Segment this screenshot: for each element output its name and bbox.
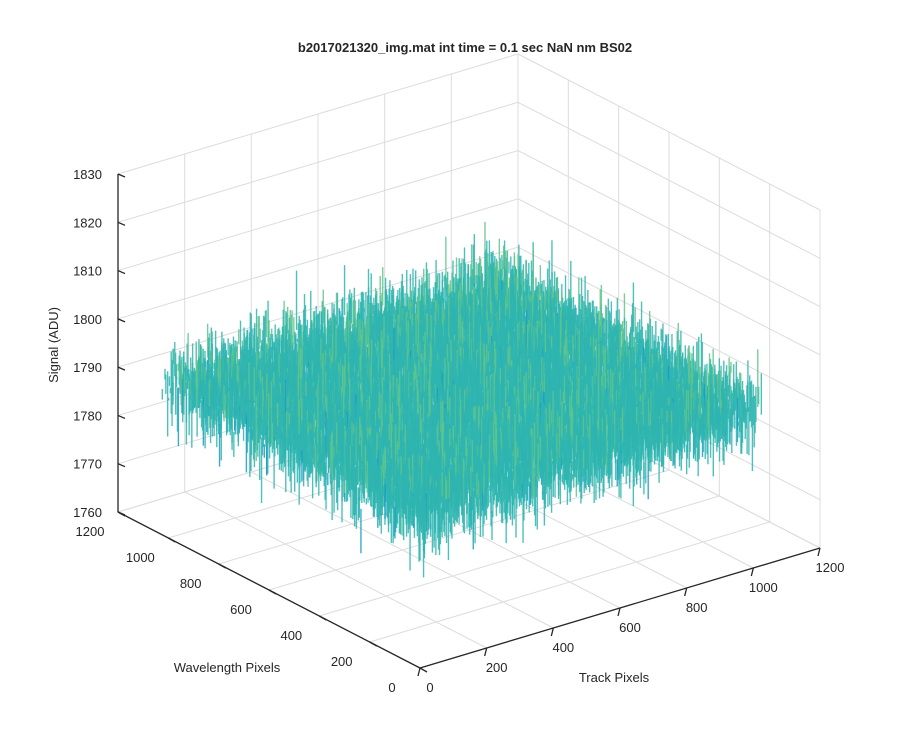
grid-line — [117, 150, 519, 272]
grid-line — [319, 495, 720, 617]
surface-plot — [161, 222, 763, 578]
grid-line — [268, 469, 670, 591]
grid-line — [517, 101, 821, 259]
grid-line — [517, 246, 821, 404]
grid-line — [117, 246, 519, 368]
grid-line — [117, 53, 519, 175]
grid-line — [517, 150, 821, 308]
grid-line — [517, 198, 821, 356]
grid-line — [117, 198, 519, 320]
grid-line — [369, 521, 770, 643]
grid-line — [517, 53, 821, 211]
grid-line — [117, 101, 519, 223]
